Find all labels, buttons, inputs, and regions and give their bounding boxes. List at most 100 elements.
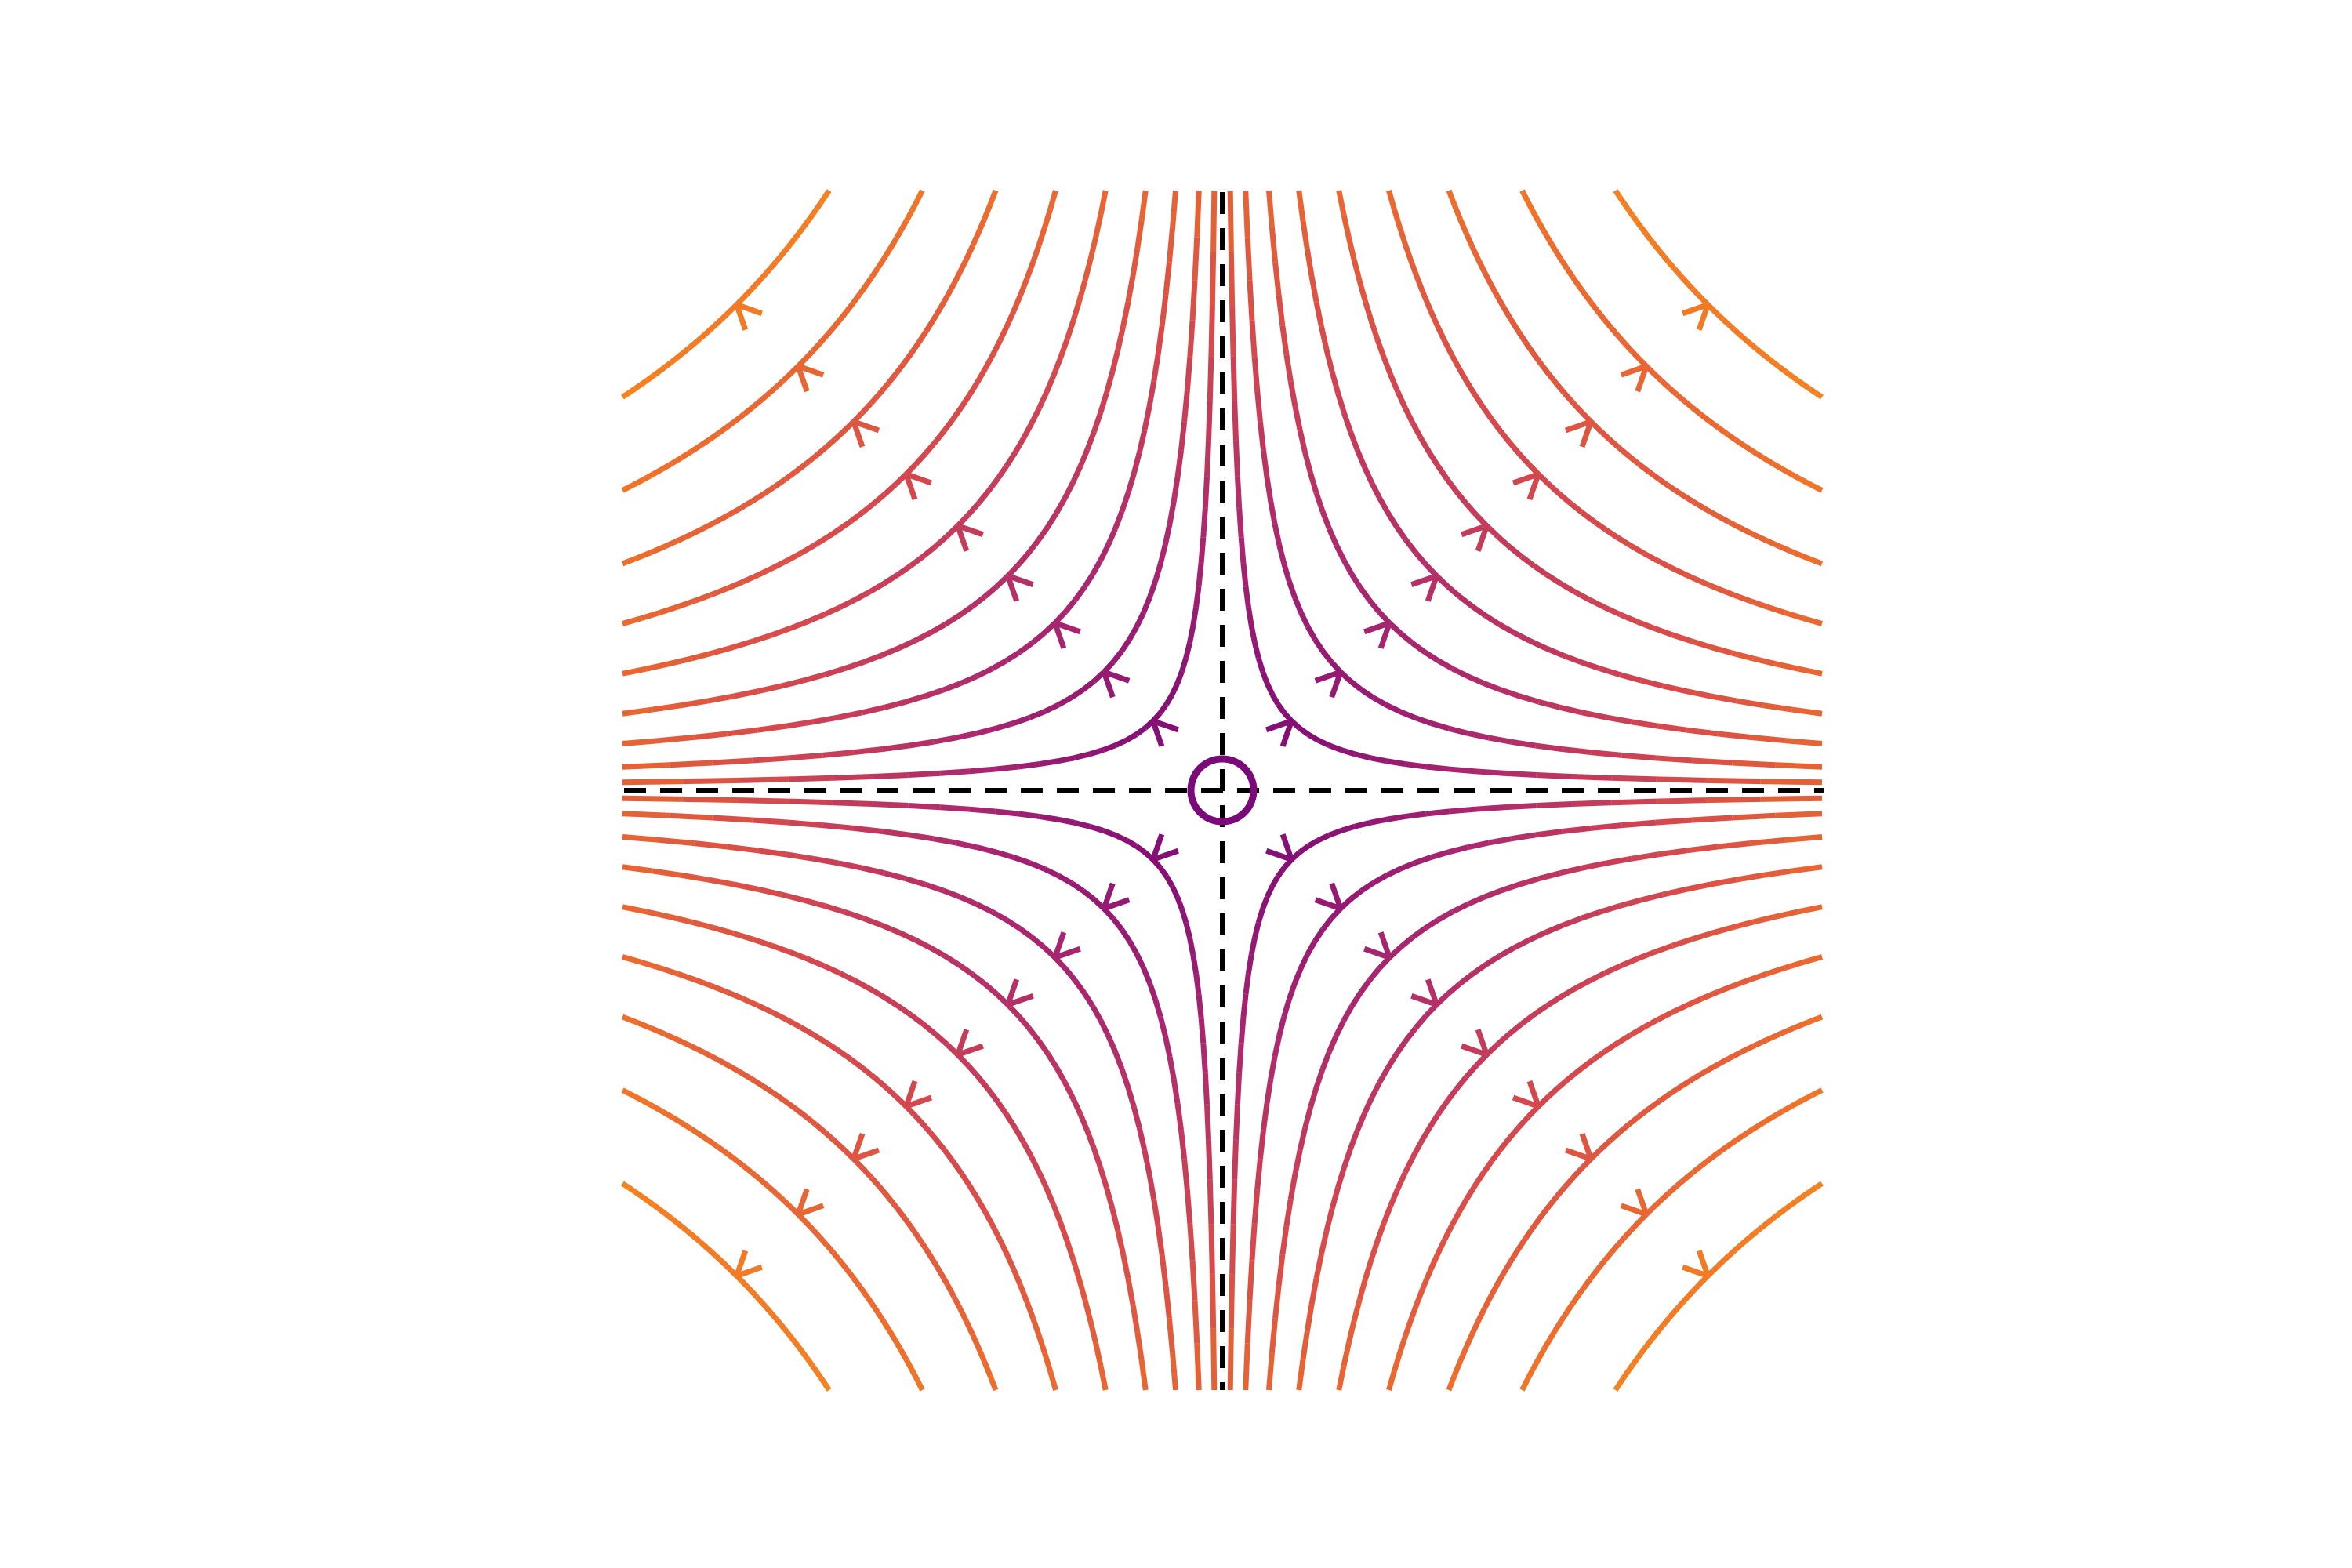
stream-segment — [1790, 1098, 1803, 1109]
streamline — [622, 864, 1149, 1391]
streamline — [1446, 1014, 1824, 1392]
stream-segment — [1751, 1120, 1765, 1131]
stream-segment — [1266, 190, 1275, 228]
arrow-head — [1425, 978, 1439, 1006]
stream-segment — [1334, 1019, 1347, 1037]
stream-segment — [1457, 217, 1469, 234]
stream-segment — [1327, 1034, 1339, 1053]
stream-segment — [1682, 1170, 1695, 1181]
stream-segment — [1004, 1113, 1018, 1131]
stream-segment — [622, 864, 653, 874]
stream-segment — [885, 1195, 898, 1209]
stream-segment — [966, 1064, 981, 1080]
stream-segment — [1716, 1258, 1726, 1268]
stream-segment — [1465, 380, 1478, 397]
stream-segment — [1359, 880, 1375, 894]
stream-segment — [1571, 800, 1612, 807]
stream-segment — [1774, 909, 1799, 920]
stream-segment — [1642, 1017, 1660, 1030]
stream-segment — [812, 1033, 829, 1046]
stream-segment — [675, 350, 684, 361]
stream-segment — [1446, 1374, 1457, 1392]
stream-segment — [724, 307, 734, 318]
stream-segment — [1611, 798, 1657, 806]
arrow-head — [1054, 946, 1081, 960]
stream-segment — [649, 543, 666, 555]
stream-segment — [1760, 795, 1823, 802]
stream-segment — [1269, 874, 1281, 887]
stream-segment — [1457, 971, 1475, 986]
stream-segment — [1484, 953, 1501, 967]
stream-segment — [1151, 1198, 1161, 1227]
stream-segment — [1077, 1112, 1091, 1132]
stream-segment — [675, 1220, 684, 1230]
stream-segment — [1410, 1141, 1424, 1159]
stream-segment — [1603, 527, 1620, 540]
stream-segment — [1336, 190, 1347, 216]
stream-segment — [1603, 963, 1622, 976]
stream-segment — [681, 1225, 691, 1234]
saddle-point — [1187, 755, 1258, 826]
stream-segment — [803, 349, 815, 361]
stream-segment — [893, 1204, 906, 1219]
stream-segment — [1751, 532, 1768, 543]
stream-segment — [833, 428, 847, 441]
stream-segment — [1170, 1352, 1178, 1391]
stream-segment — [1695, 1279, 1705, 1289]
stream-segment — [909, 340, 921, 355]
stream-segment — [818, 195, 828, 205]
stream-segment — [1603, 1040, 1620, 1054]
stream-segment — [633, 382, 643, 391]
stream-segment — [1457, 594, 1475, 609]
stream-segment — [1599, 666, 1621, 677]
stream-segment — [1602, 318, 1613, 330]
stream-segment — [1098, 1019, 1111, 1037]
stream-segment — [975, 367, 988, 383]
stream-segment — [754, 276, 764, 286]
stream-segment — [1119, 927, 1132, 943]
stream-segment — [1394, 525, 1409, 542]
stream-segment — [1802, 615, 1823, 626]
stream-segment — [1157, 702, 1169, 715]
arrow-head — [1279, 720, 1294, 747]
stream-segment — [1766, 604, 1786, 615]
stream-segment — [1082, 1298, 1094, 1322]
stream-segment — [824, 1243, 836, 1255]
stream-segment — [1171, 476, 1181, 503]
streamlines — [621, 189, 1824, 1392]
arrow-head — [1005, 575, 1020, 602]
stream-segment — [833, 1139, 847, 1152]
stream-segment — [812, 535, 829, 548]
stream-segment — [1298, 844, 1310, 855]
stream-segment — [1127, 625, 1140, 641]
stream-segment — [1423, 917, 1440, 931]
stream-segment — [982, 584, 999, 599]
stream-segment — [844, 1267, 855, 1279]
stream-segment — [942, 887, 962, 900]
stream-segment — [1598, 428, 1612, 441]
stream-segment — [1036, 525, 1051, 542]
arrow-head — [1526, 473, 1541, 501]
streamline — [1266, 190, 1823, 746]
stream-segment — [1516, 1114, 1531, 1130]
stream-segment — [1362, 465, 1374, 485]
stream-segment — [1297, 430, 1308, 454]
stream-segment — [1202, 1072, 1210, 1105]
stream-segment — [1777, 1207, 1788, 1216]
stream-segment — [1571, 774, 1612, 781]
stream-segment — [1454, 489, 1468, 506]
stream-segment — [1354, 448, 1367, 468]
stream-segment — [1538, 1204, 1552, 1219]
stream-segment — [1348, 430, 1360, 451]
stream-segment — [860, 401, 873, 415]
stream-segment — [1063, 967, 1077, 982]
stream-segment — [1766, 965, 1786, 977]
stream-segment — [1369, 755, 1388, 764]
stream-segment — [897, 930, 916, 942]
stream-segment — [1399, 935, 1414, 949]
stream-segment — [1111, 916, 1124, 931]
stream-segment — [670, 1115, 684, 1126]
stream-segment — [1248, 625, 1258, 644]
stream-segment — [1792, 550, 1809, 561]
stream-segment — [1541, 229, 1552, 242]
